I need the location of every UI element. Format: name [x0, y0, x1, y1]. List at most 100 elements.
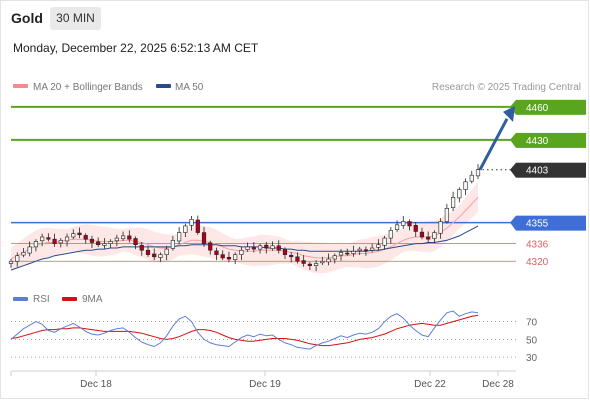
candle-down [77, 232, 82, 236]
main-plot-area: 4460 4430 4403 4355 4336 4320 [8, 99, 586, 274]
rsi-line [10, 310, 479, 350]
candle-up [332, 255, 337, 260]
candle-down [214, 250, 219, 255]
candle-up [338, 252, 344, 256]
rsi-legend-label: RSI [33, 294, 50, 305]
candle-down [407, 221, 412, 227]
candle-up [475, 169, 481, 177]
chart-datetime: Monday, December 22, 2025 6:52:13 AM CET [13, 41, 259, 55]
candle-up [33, 241, 39, 248]
forecast-arrow-head [503, 105, 515, 122]
rsi-9ma-line [10, 314, 479, 347]
resistance-level-badge-4460 [516, 99, 586, 115]
ma50-legend-swatch [156, 84, 171, 88]
candle-up [257, 245, 263, 250]
candle-up [351, 251, 356, 254]
current-level-badge-4403 [516, 162, 586, 178]
candle-up [114, 237, 119, 242]
candle-up [8, 260, 14, 264]
pivot-level-badge-pointer-4355 [510, 215, 516, 231]
candle-up [27, 246, 32, 254]
ma20-bb-legend-swatch [13, 84, 28, 88]
candle-down [220, 254, 225, 259]
candle-up [64, 236, 70, 242]
candle-down [419, 231, 425, 238]
candle-up [320, 260, 325, 264]
instrument-title: Gold [11, 10, 43, 26]
support-level-label-4336: 4336 [526, 240, 549, 251]
timeframe-selector[interactable]: 30 MIN [50, 7, 101, 30]
chart-header: Gold 30 MIN [0, 0, 590, 38]
candle-down [301, 260, 306, 264]
candle-up [108, 241, 113, 244]
candle-up [58, 239, 63, 244]
pivot-level-badge-4355 [516, 215, 586, 231]
x-axis-tick-label: Dec 28 [482, 379, 514, 390]
candle-up [450, 196, 456, 208]
candle-down [46, 237, 51, 240]
candle-up [15, 255, 20, 262]
candle-up [382, 237, 387, 246]
rsi-tick-label-70: 70 [526, 318, 538, 329]
candle-up [469, 174, 474, 182]
resistance-level-label-4460: 4460 [526, 103, 549, 114]
candle-up [71, 233, 76, 238]
candle-up [438, 221, 443, 234]
candle-up [102, 243, 107, 246]
current-level-badge-pointer-4403 [510, 162, 516, 178]
candle-up [120, 235, 126, 240]
x-axis-tick-label: Dec 22 [414, 379, 446, 390]
forecast-arrow-shaft [478, 118, 509, 171]
candle-up [21, 252, 26, 256]
support-level-label-4320: 4320 [526, 257, 549, 268]
candle-down [96, 241, 101, 246]
candle-up [463, 181, 468, 190]
candle-down [83, 235, 88, 240]
candle-up [376, 244, 381, 248]
rsi-plot-area: 70 50 30 [10, 310, 538, 364]
candle-up [239, 249, 244, 255]
candle-up [444, 208, 449, 222]
candle-up [401, 221, 406, 226]
candle-down [52, 238, 57, 244]
candle-down [127, 235, 132, 240]
candle-up [394, 224, 400, 231]
candle-down [152, 253, 157, 258]
candle-up [40, 236, 45, 242]
candle-down [295, 256, 300, 262]
x-axis-tick-label: Dec 18 [80, 379, 112, 390]
candle-down [276, 245, 281, 251]
candle-up [245, 246, 250, 250]
candle-down [363, 249, 369, 252]
candle-down [282, 249, 288, 255]
candle-up [164, 248, 169, 255]
ma50-legend-label: MA 50 [175, 82, 204, 93]
candle-down [426, 236, 431, 240]
resistance-level-badge-pointer-4430 [510, 132, 516, 148]
candle-down [195, 219, 200, 233]
9ma-legend-label: 9MA [82, 294, 103, 305]
resistance-level-label-4430: 4430 [526, 136, 549, 147]
candle-down [289, 254, 294, 258]
candle-down [413, 224, 418, 232]
current-level-label-4403: 4403 [526, 166, 549, 177]
pivot-level-label-4355: 4355 [526, 219, 549, 230]
candle-up [388, 230, 393, 239]
candle-up [457, 189, 462, 199]
candle-up [158, 254, 163, 258]
candle-down [201, 232, 207, 244]
candle-down [264, 244, 269, 249]
candle-down [89, 238, 95, 243]
candle-up [189, 219, 194, 226]
candle-down [251, 247, 256, 250]
9ma-legend-swatch [62, 297, 77, 301]
candle-down [345, 252, 350, 255]
ma50-line [10, 225, 479, 271]
candle-up [432, 232, 437, 239]
candle-down [133, 238, 138, 246]
candle-up [357, 248, 362, 251]
candle-up [177, 232, 182, 242]
candle-down [145, 249, 151, 255]
candle-up [233, 254, 238, 261]
